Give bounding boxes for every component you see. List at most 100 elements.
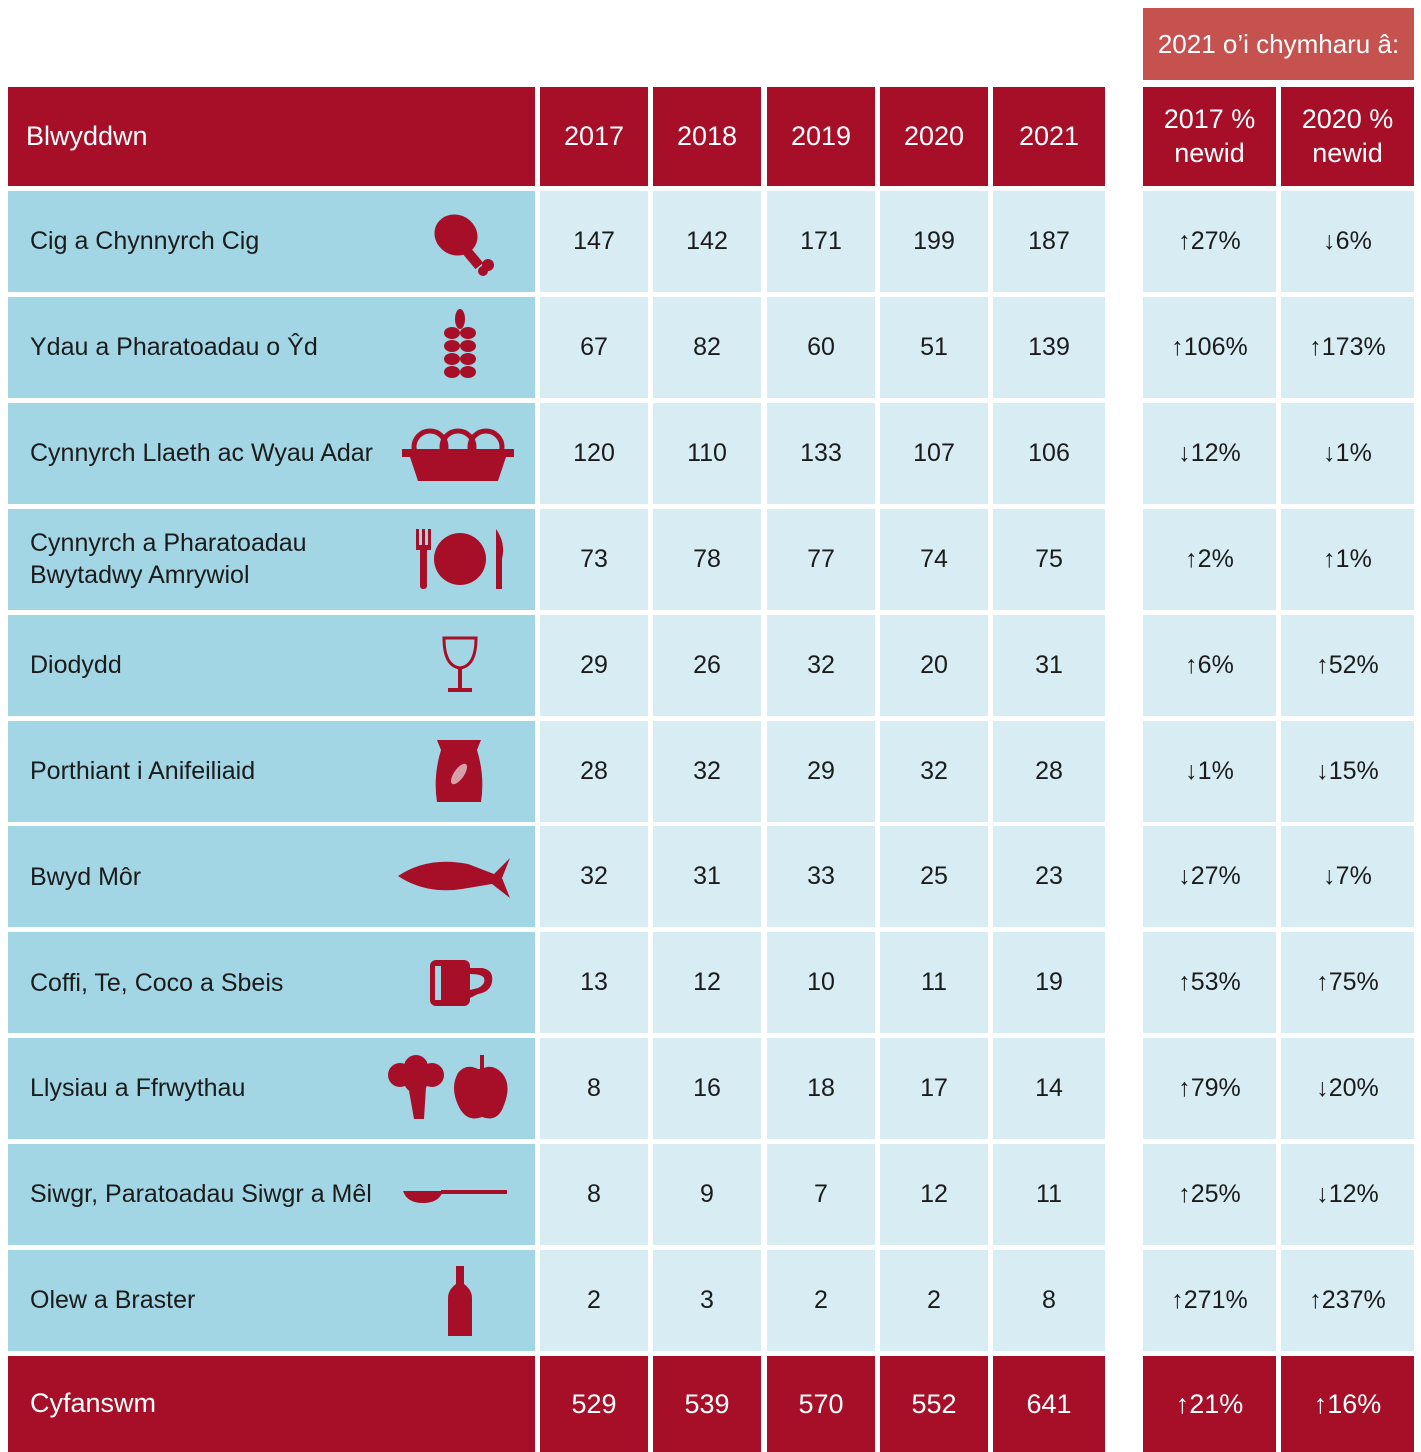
value-cell: 7 [767, 1144, 875, 1246]
value-cell: 199 [880, 191, 988, 292]
value-cell: 2 [880, 1250, 988, 1351]
row-label: Cynnyrch Llaeth ac Wyau Adar [8, 402, 535, 504]
change-cell: ↑25% [1143, 1144, 1276, 1246]
change-cell: ↑52% [1281, 614, 1414, 716]
row-label: Siwgr, Paratoadau Siwgr a Mêl [8, 1144, 535, 1246]
change-cell: ↓1% [1281, 402, 1414, 504]
value-cell: 2 [540, 1250, 648, 1351]
value-cell: 20 [880, 614, 988, 716]
total-value: 641 [993, 1356, 1105, 1452]
value-cell: 31 [653, 826, 761, 928]
value-cell: 32 [540, 826, 648, 928]
value-cell: 73 [540, 508, 648, 610]
row-icon [402, 423, 514, 488]
change-cell: ↓12% [1143, 402, 1276, 504]
value-cell: 67 [540, 296, 648, 398]
value-cell: 2 [767, 1250, 875, 1351]
value-cell: 142 [653, 191, 761, 292]
value-cell: 8 [540, 1038, 648, 1140]
total-label: Cyfanswm [8, 1356, 535, 1452]
value-cell: 8 [993, 1250, 1105, 1351]
value-cell: 77 [767, 508, 875, 610]
value-cell: 23 [993, 826, 1105, 928]
value-cell: 17 [880, 1038, 988, 1140]
row-label: Olew a Braster [8, 1250, 535, 1351]
value-cell: 12 [880, 1144, 988, 1246]
change-cell: ↓1% [1143, 720, 1276, 822]
header-year: 2021 [993, 87, 1105, 186]
value-cell: 28 [993, 720, 1105, 822]
header-label: Blwyddwn [8, 87, 535, 186]
value-cell: 139 [993, 296, 1105, 398]
value-cell: 11 [880, 932, 988, 1034]
change-cell: ↓7% [1281, 826, 1414, 928]
value-cell: 19 [993, 932, 1105, 1034]
header-year: 2018 [653, 87, 761, 186]
value-cell: 29 [767, 720, 875, 822]
value-cell: 110 [653, 402, 761, 504]
header-year: 2017 [540, 87, 648, 186]
total-value: 570 [767, 1356, 875, 1452]
change-cell: ↓20% [1281, 1038, 1414, 1140]
change-cell: ↓27% [1143, 826, 1276, 928]
value-cell: 18 [767, 1038, 875, 1140]
change-cell: ↑6% [1143, 614, 1276, 716]
value-cell: 8 [540, 1144, 648, 1246]
change-cell: ↓12% [1281, 1144, 1414, 1246]
change-cell: ↑79% [1143, 1038, 1276, 1140]
value-cell: 60 [767, 296, 875, 398]
value-cell: 14 [993, 1038, 1105, 1140]
row-icon [440, 636, 480, 699]
value-cell: 147 [540, 191, 648, 292]
value-cell: 75 [993, 508, 1105, 610]
header-change: 2020 % newid [1281, 87, 1414, 186]
value-cell: 106 [993, 402, 1105, 504]
row-icon [398, 854, 510, 905]
value-cell: 133 [767, 402, 875, 504]
total-change: ↑16% [1281, 1356, 1414, 1452]
change-cell: ↑2% [1143, 508, 1276, 610]
change-cell: ↑1% [1281, 508, 1414, 610]
value-cell: 11 [993, 1144, 1105, 1246]
value-cell: 26 [653, 614, 761, 716]
value-cell: 82 [653, 296, 761, 398]
change-cell: ↓6% [1281, 191, 1414, 292]
value-cell: 10 [767, 932, 875, 1034]
value-cell: 25 [880, 826, 988, 928]
row-icon [386, 1054, 510, 1128]
value-cell: 13 [540, 932, 648, 1034]
value-cell: 3 [653, 1250, 761, 1351]
comparison-header: 2021 o’i chymharu â: [1143, 8, 1414, 80]
change-cell: ↑173% [1281, 296, 1414, 398]
total-value: 539 [653, 1356, 761, 1452]
row-label: Diodydd [8, 614, 535, 716]
value-cell: 32 [653, 720, 761, 822]
value-cell: 16 [653, 1038, 761, 1140]
change-cell: ↑27% [1143, 191, 1276, 292]
value-cell: 32 [880, 720, 988, 822]
change-cell: ↑237% [1281, 1250, 1414, 1351]
total-change: ↑21% [1143, 1356, 1276, 1452]
value-cell: 120 [540, 402, 648, 504]
row-icon [430, 959, 494, 1011]
header-year: 2020 [880, 87, 988, 186]
row-icon [431, 736, 487, 811]
change-cell: ↑271% [1143, 1250, 1276, 1351]
row-icon [440, 309, 480, 390]
row-icon [412, 529, 508, 594]
value-cell: 12 [653, 932, 761, 1034]
change-cell: ↓15% [1281, 720, 1414, 822]
change-cell: ↑106% [1143, 296, 1276, 398]
value-cell: 9 [653, 1144, 761, 1246]
value-cell: 33 [767, 826, 875, 928]
row-label: Llysiau a Ffrwythau [8, 1038, 535, 1140]
total-value: 529 [540, 1356, 648, 1452]
value-cell: 29 [540, 614, 648, 716]
value-cell: 31 [993, 614, 1105, 716]
value-cell: 78 [653, 508, 761, 610]
value-cell: 171 [767, 191, 875, 292]
value-cell: 187 [993, 191, 1105, 292]
change-cell: ↑75% [1281, 932, 1414, 1034]
row-icon [448, 1265, 472, 1341]
